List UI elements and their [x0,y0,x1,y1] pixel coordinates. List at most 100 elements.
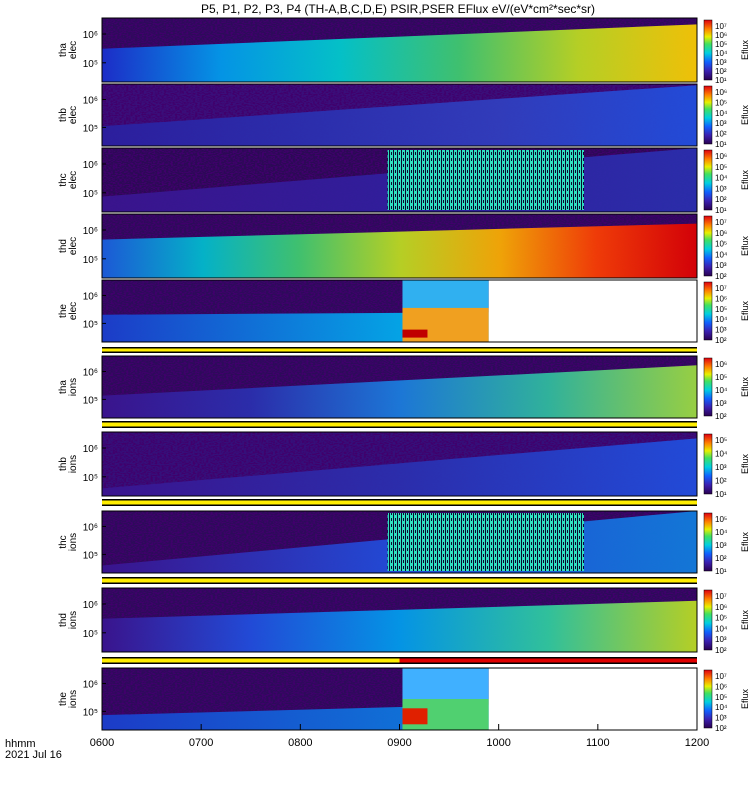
species-label: elec [68,237,79,255]
flux-band [102,438,697,496]
probe-label: the [58,692,69,706]
species-label: ions [68,455,79,473]
panel-frame [101,147,698,213]
species-label: elec [68,302,79,320]
species-label: ions [68,611,79,629]
flux-band [102,600,697,652]
panel-ylabel: thdelec [58,237,79,255]
colorbar [703,85,713,145]
colorbar-tick-label: 10⁷ [715,218,727,227]
panel-ylabel: theions [58,690,79,708]
y-tick-label: 10⁶ [83,292,98,303]
no-data-region [488,668,697,730]
y-tick-label: 10⁵ [83,707,98,718]
colorbar-label: Eflux [740,376,750,397]
probe-label: thc [58,535,69,548]
flux-band [102,365,697,418]
colorbar-tick-label: 10⁶ [715,360,727,369]
colorbar-tick-label: 10³ [715,58,727,67]
panel-ylabel: theelec [58,302,79,320]
flux-band [102,223,697,278]
panel-frame [101,510,698,574]
y-tick-label: 10⁶ [83,444,98,455]
species-label: ions [68,690,79,708]
colorbar-tick-label: 10⁴ [715,250,728,259]
species-label: elec [68,171,79,189]
colorbar-tick-label: 10⁴ [715,528,728,537]
colorbar-tick-label: 10³ [715,184,727,193]
colorbar [703,357,713,417]
colorbar-tick-label: 10⁴ [715,386,728,395]
colorbar-tick-label: 10² [715,272,727,281]
colorbar-tick-label: 10³ [715,326,727,335]
colorbar-tick-label: 10³ [715,635,727,644]
probe-label: tha [58,43,69,57]
y-tick-label: 10⁵ [83,550,98,561]
panel-frame [101,83,698,147]
x-tick-label: 0800 [288,737,312,749]
colorbar-tick-label: 10⁴ [715,624,728,633]
panel-frame [101,587,698,653]
colorbar-tick-label: 10¹ [715,140,727,149]
colorbar-label: Eflux [740,104,750,125]
flag-bar [102,422,697,427]
x-tick-label: 0700 [189,737,213,749]
y-tick-label: 10⁶ [83,600,98,611]
probe-label: thb [58,108,69,122]
colorbar-tick-label: 10⁵ [715,305,727,314]
colorbar-tick-label: 10⁵ [715,436,727,445]
colorbar-tick-label: 10⁷ [715,672,727,681]
colorbar-tick-label: 10² [715,724,727,733]
flux-band [102,24,697,82]
y-tick-label: 10⁵ [83,59,98,70]
colorbar-tick-label: 10⁶ [715,88,727,97]
y-tick-label: 10⁶ [83,680,98,691]
figure-title: P5, P1, P2, P3, P4 (TH-A,B,C,D,E) PSIR,P… [201,2,595,16]
colorbar [703,669,713,729]
panel-frame [101,213,698,279]
x-tick-label: 0900 [387,737,411,749]
y-tick-label: 10⁶ [83,523,98,534]
data-gap-burst [387,150,584,210]
colorbar-tick-label: 10³ [715,463,727,472]
y-tick-label: 10⁶ [83,96,98,107]
y-tick-label: 10⁶ [83,30,98,41]
panel-ylabel: thcions [58,533,79,551]
colorbar-tick-label: 10² [715,195,727,204]
panel-ylabel: thaelec [58,41,79,59]
colorbar-tick-label: 10³ [715,714,727,723]
colorbar-tick-label: 10² [715,130,727,139]
y-tick-label: 10⁵ [83,123,98,134]
colorbar [703,19,713,81]
data-gap-burst [387,513,584,571]
colorbar-tick-label: 10⁷ [715,592,727,601]
x-tick-label: 1200 [685,737,709,749]
colorbar-tick-label: 10⁴ [715,109,728,118]
colorbar-tick-label: 10² [715,412,727,421]
colorbar-tick-label: 10² [715,554,727,563]
probe-label: thd [58,613,69,627]
colorbar-tick-label: 10⁵ [715,240,727,249]
panel-frame [101,431,698,497]
colorbar-tick-label: 10⁵ [715,515,727,524]
colorbar-tick-label: 10¹ [715,76,727,85]
probe-label: tha [58,380,69,394]
colorbar-tick-label: 10⁷ [715,284,727,293]
colorbar-tick-label: 10¹ [715,490,727,499]
y-tick-label: 10⁶ [83,160,98,171]
colorbar-tick-label: 10⁵ [715,40,727,49]
flag-bar [102,500,697,505]
colorbar-tick-label: 10² [715,477,727,486]
colorbar-tick-label: 10⁶ [715,682,727,691]
block-peak [402,708,428,725]
colorbar-tick-label: 10⁵ [715,373,727,382]
colorbar-tick-label: 10³ [715,261,727,270]
x-tick-label: 1000 [486,737,510,749]
colorbar-tick-label: 10⁶ [715,294,727,303]
colorbar-tick-label: 10⁴ [715,703,728,712]
probe-label: thc [58,173,69,186]
panel-frame [101,355,698,419]
date-label: 2021 Jul 16 [5,749,62,761]
species-label: elec [68,41,79,59]
colorbar-tick-label: 10⁴ [715,315,728,324]
